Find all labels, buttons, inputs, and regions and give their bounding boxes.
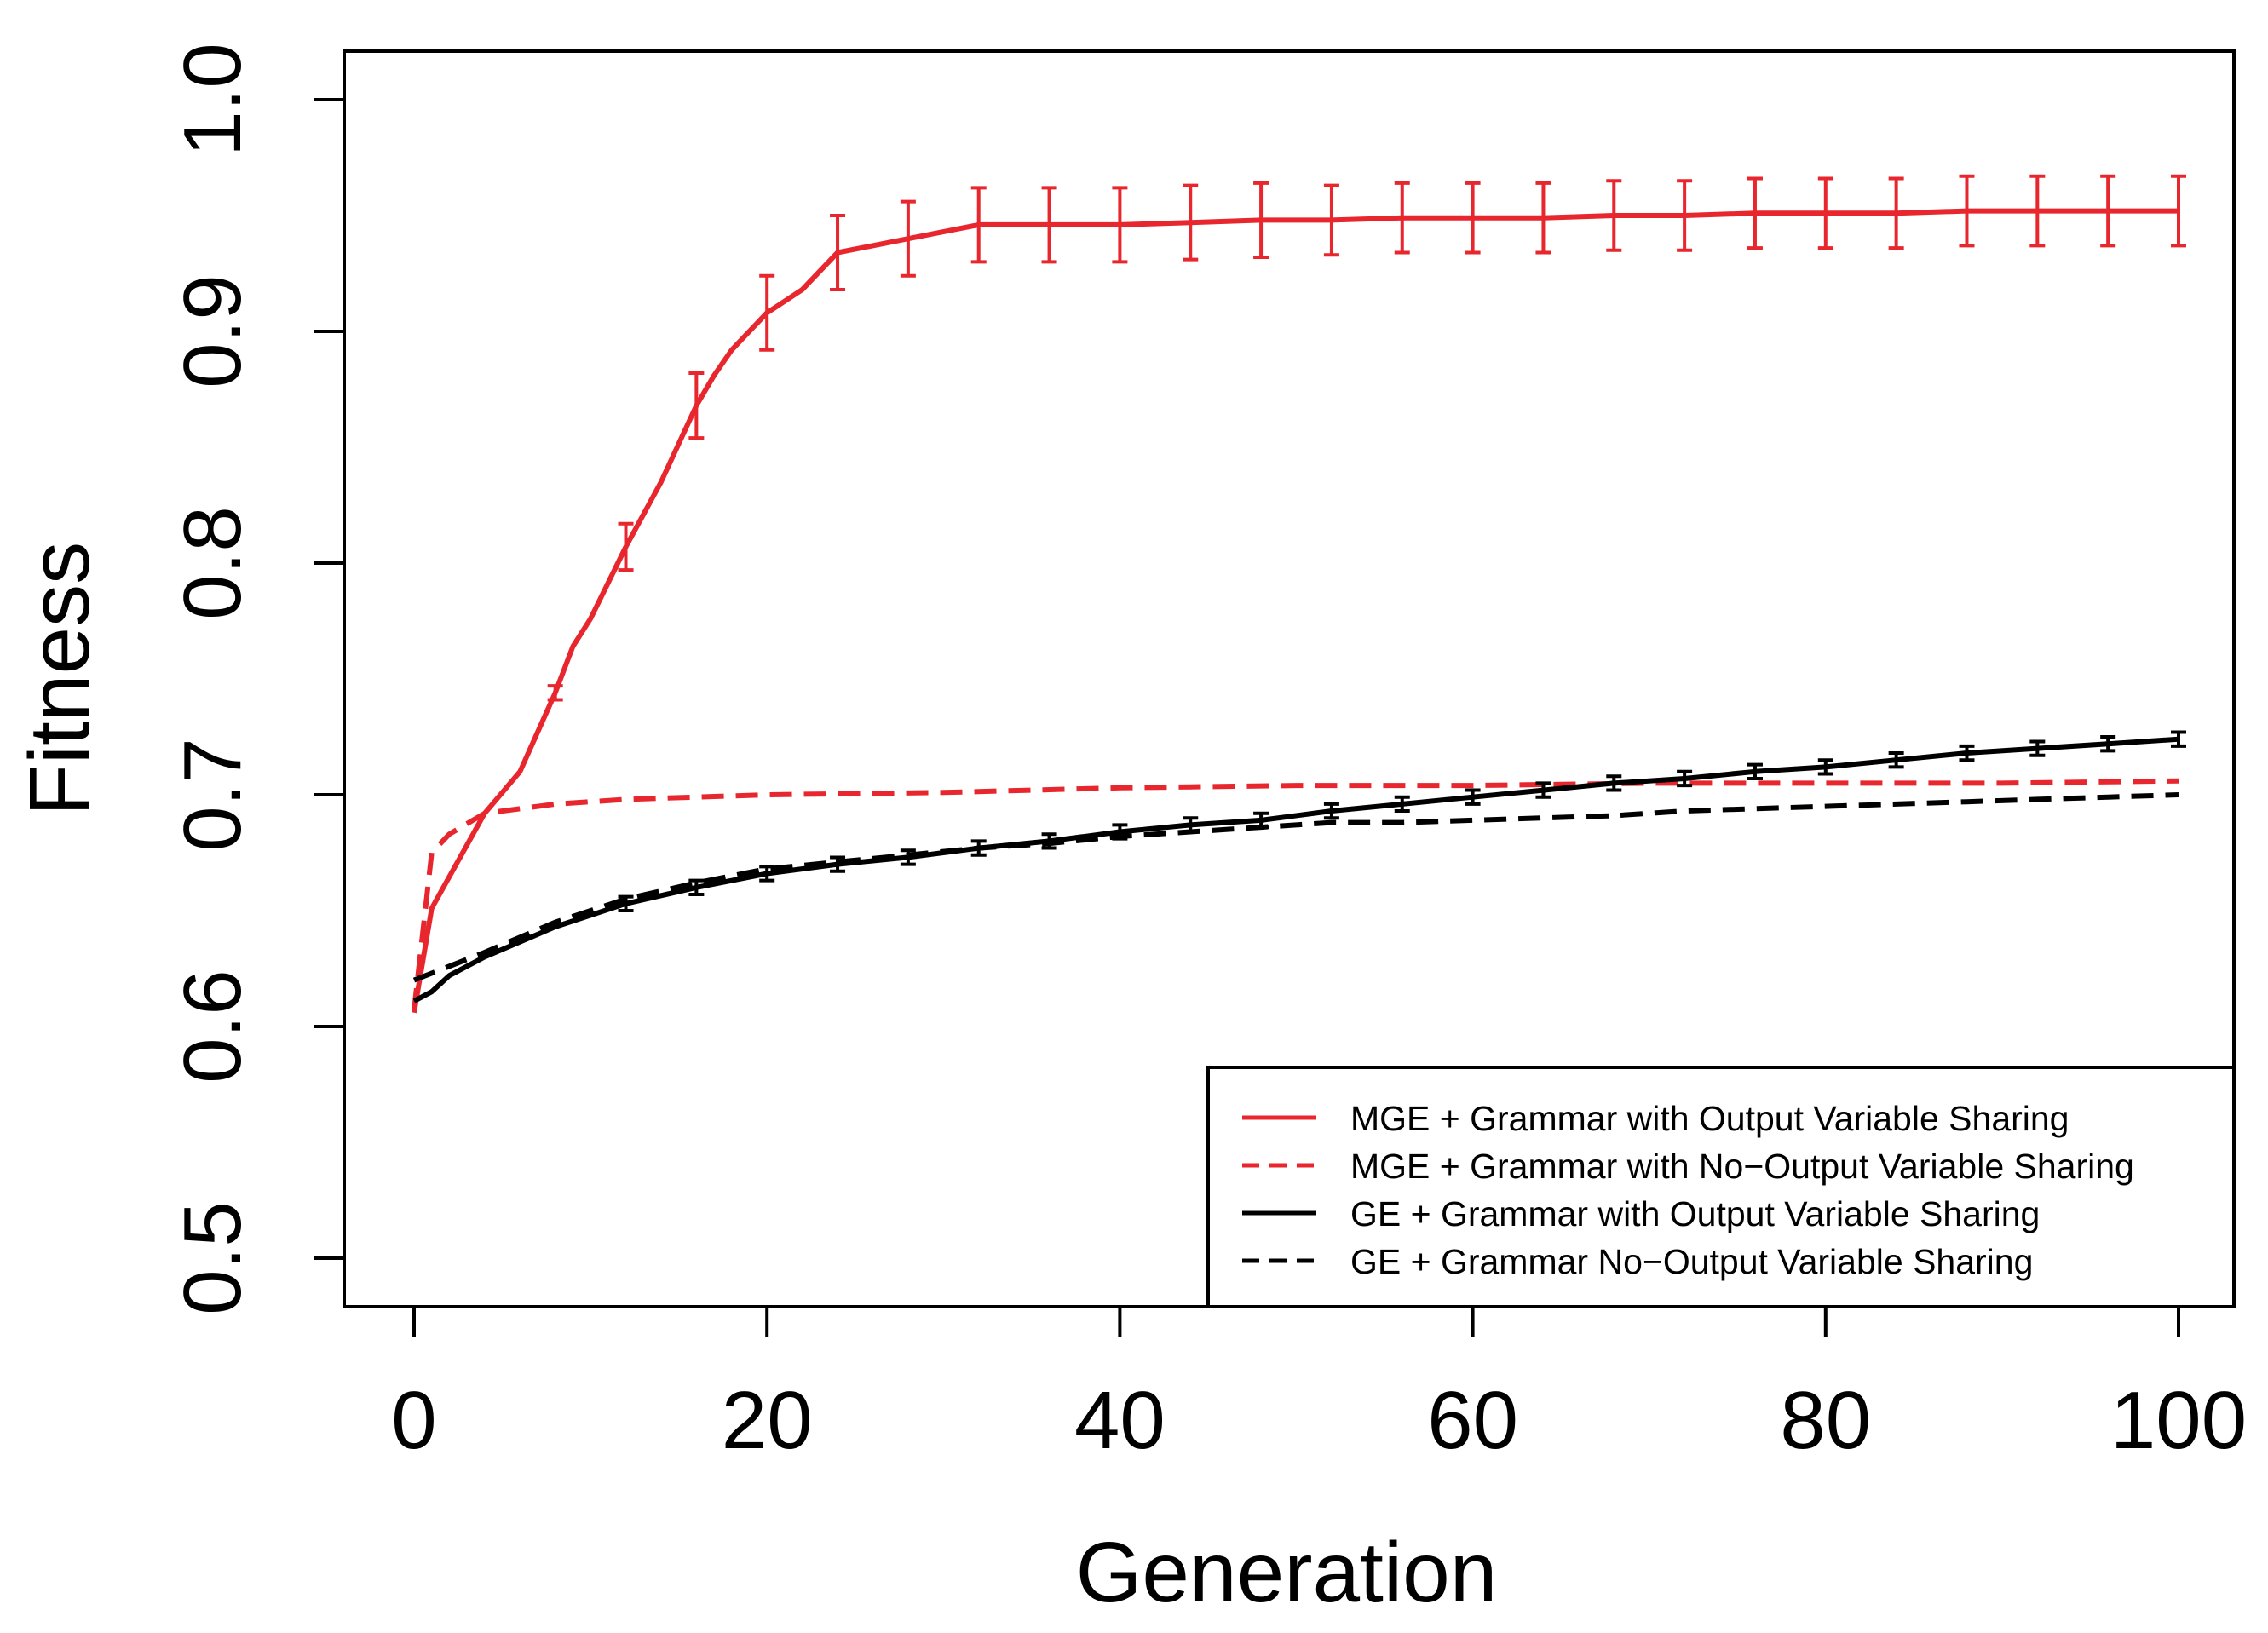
series-ge-grammar-no-output-variable-sharing (412, 792, 2179, 983)
error-bar (2100, 174, 2116, 248)
series-line-2 (412, 736, 2179, 1003)
error-bar (1959, 744, 1975, 762)
error-bar (970, 186, 987, 264)
error-bar (688, 878, 705, 896)
error-bar (1323, 802, 1339, 820)
error-bar (2171, 730, 2186, 748)
error-bar (900, 199, 916, 278)
error-bar (1817, 176, 1833, 250)
error-bar (830, 855, 846, 873)
y-axis-label: Fitness (12, 542, 107, 816)
error-bar (1888, 751, 1904, 769)
x-tick-label-20: 20 (722, 1375, 813, 1466)
error-bar (1535, 781, 1551, 799)
y-tick-label-0.8: 0.8 (167, 506, 258, 619)
error-bar (1465, 181, 1481, 255)
error-bar (1041, 186, 1057, 264)
error-bar (1606, 774, 1622, 792)
legend-label-2: GE + Grammar with Output Variable Sharin… (1350, 1194, 2040, 1233)
error-bar (1394, 795, 1410, 814)
error-bar (1747, 762, 1763, 780)
error-bar (1747, 176, 1763, 250)
error-bar (1465, 788, 1481, 806)
series-line-0 (412, 208, 2179, 1014)
y-tick-label-0.6: 0.6 (167, 969, 258, 1083)
series-mge-grammar-with-no-output-variable-sharing (412, 778, 2179, 1011)
x-axis: 0 20 40 60 80 100 (391, 1305, 2247, 1466)
error-bar (1817, 758, 1833, 776)
error-bar (2100, 735, 2116, 753)
error-bar (2029, 739, 2046, 757)
error-bar (547, 684, 563, 702)
series-ge-grammar-with-output-variable-sharing (412, 730, 2186, 1003)
x-tick-label-40: 40 (1074, 1375, 1166, 1466)
legend-label-0: MGE + Grammar with Output Variable Shari… (1350, 1099, 2069, 1138)
legend-label-1: MGE + Grammar with No−Output Variable Sh… (1350, 1147, 2134, 1186)
legend-label-3: GE + Grammar No−Output Variable Sharing (1350, 1242, 2033, 1281)
error-bar (1677, 179, 1693, 252)
x-axis-label: Generation (1076, 1525, 1498, 1620)
error-bar (1253, 181, 1269, 259)
error-bar (2029, 174, 2046, 248)
error-bar (1394, 181, 1410, 255)
error-bar (1888, 176, 1904, 250)
error-bar (759, 273, 775, 352)
error-bar (1606, 179, 1622, 252)
y-tick-label-0.9: 0.9 (167, 274, 258, 388)
error-bar (1959, 174, 1975, 248)
series-line-1 (412, 778, 2179, 1011)
y-tick-label-0.5: 0.5 (167, 1201, 258, 1314)
y-tick-label-1.0: 1.0 (167, 43, 258, 156)
legend: MGE + Grammar with Output Variable Shari… (1206, 1066, 2236, 1308)
error-bar (830, 214, 846, 292)
error-bar (618, 894, 634, 912)
error-bar (1112, 186, 1128, 264)
error-bar (618, 521, 634, 572)
series-layer (412, 174, 2186, 1014)
error-bar (1183, 183, 1199, 262)
x-tick-label-100: 100 (2110, 1375, 2247, 1466)
legend-box (1206, 1066, 2236, 1308)
error-bar (1677, 769, 1693, 788)
x-tick-label-80: 80 (1780, 1375, 1871, 1466)
error-bar (2171, 174, 2186, 248)
error-bar (1535, 181, 1551, 255)
error-bar (688, 371, 705, 440)
y-tick-label-0.7: 0.7 (167, 738, 258, 851)
y-axis: 0.5 0.6 0.7 0.8 0.9 1.0 (167, 43, 346, 1315)
series-mge-grammar-with-output-variable-sharing (412, 174, 2186, 1014)
series-line-3 (412, 792, 2179, 983)
error-bar (1323, 183, 1339, 257)
x-tick-label-0: 0 (391, 1375, 436, 1466)
x-tick-label-60: 60 (1427, 1375, 1518, 1466)
